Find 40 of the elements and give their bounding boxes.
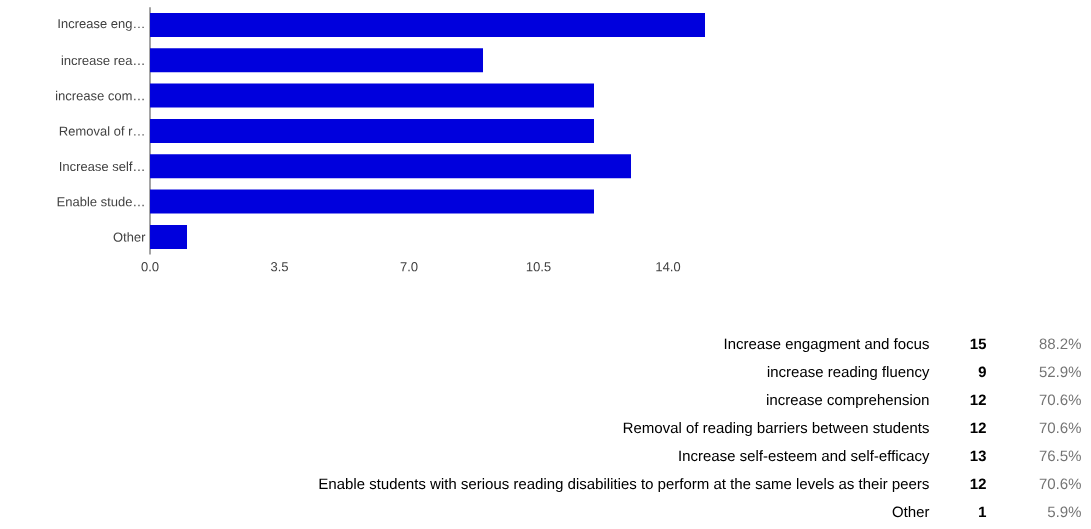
text: 88.2%	[1039, 338, 1081, 350]
y-tick-label: Enable stude…	[57, 196, 144, 207]
y-tick-label: increase rea…	[61, 55, 144, 66]
text: 70.6%	[1039, 394, 1081, 406]
text: 70.6%	[1039, 422, 1081, 434]
bar	[150, 224, 188, 249]
bar	[150, 48, 484, 73]
y-tick-label: Removal of r…	[59, 126, 144, 136]
data-label: 13	[970, 450, 986, 462]
y-tick-label: increase com…	[56, 90, 144, 101]
x-tick-label: 10.5	[526, 262, 551, 272]
data-label: 9	[978, 366, 986, 378]
y-tick-label: Increase self…	[59, 161, 144, 172]
data-label: 15	[970, 338, 987, 350]
text: 76.5%	[1039, 450, 1081, 462]
category-label: Other	[892, 506, 930, 518]
bar	[150, 118, 595, 143]
category-label: increase comprehension	[767, 394, 929, 409]
data-label: 12	[970, 478, 986, 489]
x-tick-label: 14.0	[656, 262, 681, 272]
category-label: Enable students with serious reading disabilities to perform at the same levels as their peers	[319, 478, 929, 493]
x-tick-label: 7.0	[400, 262, 418, 272]
category-label: Increase self-esteem and self-efficacy	[679, 450, 930, 465]
bar	[150, 189, 595, 214]
category-label: Increase engagment and focus	[724, 338, 929, 353]
y-tick-label: Increase eng…	[58, 19, 144, 31]
y-tick-label: Other	[113, 232, 146, 242]
data-label: 1	[979, 506, 987, 517]
data-label: 12	[970, 422, 986, 433]
bar	[150, 12, 706, 37]
text: 70.6%	[1039, 478, 1081, 490]
category-label: Removal of reading barriers between students	[623, 422, 929, 437]
text: 52.9%	[1039, 366, 1081, 378]
text: 5.9%	[1047, 506, 1081, 518]
bar	[150, 83, 595, 108]
data-label: 12	[970, 394, 986, 405]
x-tick-label: 3.5	[270, 262, 288, 272]
category-label: increase reading fluency	[767, 366, 930, 381]
bar	[150, 154, 632, 179]
x-tick-label: 0.0	[141, 262, 159, 272]
